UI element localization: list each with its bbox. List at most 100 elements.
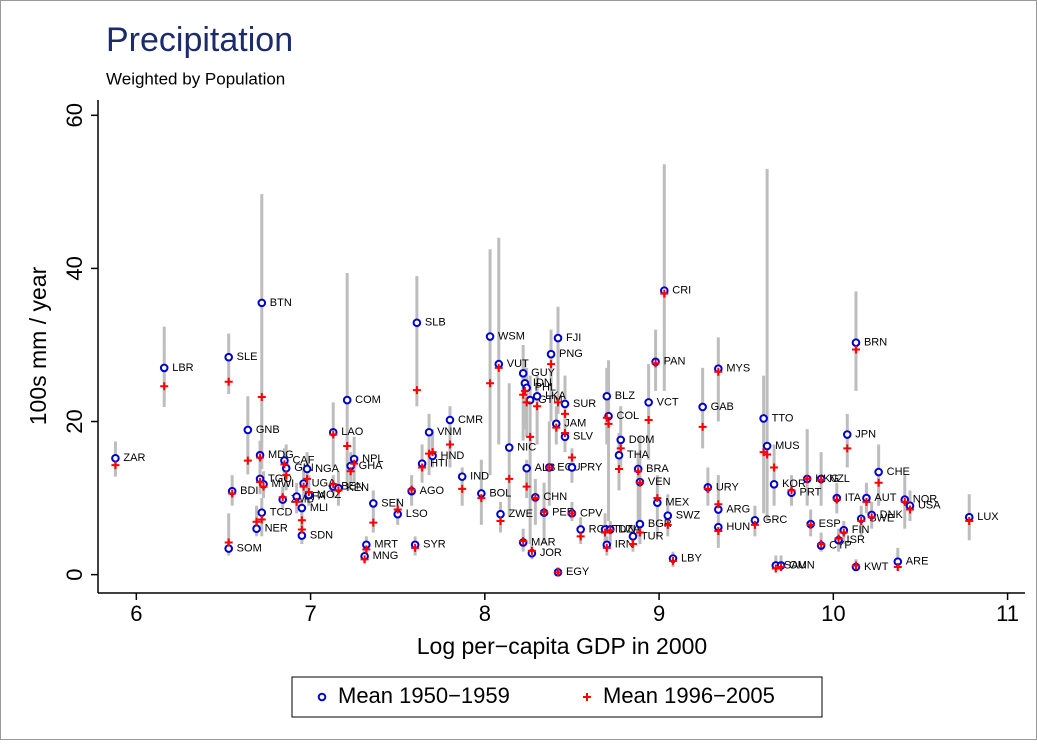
point-1996-2005 bbox=[777, 562, 786, 571]
point-label: NOR bbox=[913, 494, 938, 506]
point-1996-2005 bbox=[445, 440, 454, 449]
point-label: SOM bbox=[237, 543, 262, 555]
point-label: BEN bbox=[341, 480, 364, 492]
point-1950s bbox=[546, 349, 556, 359]
point-label: LSO bbox=[406, 508, 428, 520]
point-1996-2005 bbox=[851, 561, 860, 570]
point-label: PNG bbox=[559, 348, 583, 360]
point-1996-2005 bbox=[297, 525, 306, 534]
point-1996-2005 bbox=[425, 449, 434, 458]
point-1996-2005 bbox=[770, 463, 779, 472]
point-1950s bbox=[504, 443, 514, 452]
point-1996-2005 bbox=[280, 460, 289, 469]
point-1996-2005 bbox=[644, 415, 653, 424]
point-label: GRC bbox=[763, 514, 788, 526]
point-1996-2005 bbox=[256, 453, 265, 462]
point-1996-2005 bbox=[601, 528, 610, 537]
point-1996-2005 bbox=[494, 363, 503, 372]
point-label: SWZ bbox=[676, 510, 701, 522]
point-label: NGA bbox=[315, 463, 340, 475]
point-label: BDI bbox=[240, 485, 258, 497]
point-label: LBY bbox=[681, 552, 702, 564]
point-1996-2005 bbox=[243, 456, 252, 465]
point-1996-2005 bbox=[606, 526, 615, 535]
point-1996-2005 bbox=[634, 467, 643, 476]
point-1996-2005 bbox=[714, 500, 723, 509]
point-1996-2005 bbox=[669, 556, 678, 565]
point-label: ZWE bbox=[509, 508, 533, 520]
point-label: IND bbox=[470, 471, 489, 483]
point-1996-2005 bbox=[806, 520, 815, 529]
point-label: DNK bbox=[880, 509, 904, 521]
point-1996-2005 bbox=[893, 562, 902, 571]
point-1996-2005 bbox=[486, 379, 495, 388]
point-1996-2005 bbox=[393, 505, 402, 514]
point-1996-2005 bbox=[412, 386, 421, 395]
point-label: EGY bbox=[566, 566, 590, 578]
point-1950s bbox=[522, 463, 531, 473]
point-label: NZL bbox=[829, 473, 850, 485]
point-1950s bbox=[769, 479, 779, 489]
point-1950s bbox=[635, 519, 645, 529]
point-1996-2005 bbox=[522, 398, 531, 407]
point-1996-2005 bbox=[817, 475, 826, 484]
point-1996-2005 bbox=[329, 430, 338, 439]
point-1950s bbox=[252, 524, 261, 533]
point-label: VUT bbox=[507, 358, 529, 370]
legend bbox=[291, 676, 823, 718]
point-label: JOR bbox=[540, 547, 562, 559]
point-1996-2005 bbox=[604, 419, 613, 428]
point-label: SDN bbox=[310, 529, 333, 541]
point-label: CYP bbox=[829, 539, 852, 551]
point-label: BRA bbox=[646, 463, 669, 475]
legend-label: Mean 1996−2005 bbox=[603, 683, 775, 708]
point-label: LUX bbox=[977, 511, 999, 523]
point-1996-2005 bbox=[698, 422, 707, 431]
point-label: DOM bbox=[629, 434, 655, 446]
point-1996-2005 bbox=[545, 463, 554, 472]
point-label: SAU bbox=[784, 559, 807, 571]
point-1996-2005 bbox=[616, 444, 625, 453]
point-1996-2005 bbox=[663, 520, 672, 529]
point-label: PRY bbox=[580, 461, 603, 473]
point-1996-2005 bbox=[407, 485, 416, 494]
point-1996-2005 bbox=[567, 509, 576, 518]
point-1950s bbox=[369, 499, 378, 508]
point-1996-2005 bbox=[714, 367, 723, 376]
point-1996-2005 bbox=[505, 474, 514, 483]
point-label: GNB bbox=[256, 424, 280, 436]
point-label: HUN bbox=[726, 521, 750, 533]
point-1950s bbox=[698, 402, 707, 412]
point-label: TCD bbox=[270, 507, 293, 519]
x-tick-label: 6 bbox=[130, 601, 142, 626]
point-1996-2005 bbox=[832, 495, 841, 504]
point-1996-2005 bbox=[522, 482, 531, 491]
point-label: JPN bbox=[855, 428, 876, 440]
point-label: ESP bbox=[819, 518, 841, 530]
point-1996-2005 bbox=[615, 464, 624, 473]
point-label: BRN bbox=[864, 337, 887, 349]
point-label: VNM bbox=[437, 426, 461, 438]
point-1996-2005 bbox=[282, 471, 291, 480]
point-label: CHE bbox=[887, 466, 910, 478]
point-label: SYR bbox=[423, 539, 446, 551]
point-1950s bbox=[553, 333, 563, 343]
point-label: ISR bbox=[847, 534, 865, 546]
point-1996-2005 bbox=[843, 444, 852, 453]
point-label: THA bbox=[627, 449, 650, 461]
point-1950s bbox=[424, 427, 434, 437]
point-label: LBR bbox=[172, 362, 193, 374]
point-label: BLZ bbox=[615, 390, 635, 402]
point-1950s bbox=[567, 463, 577, 472]
point-label: CRI bbox=[672, 285, 691, 297]
point-label: OMN bbox=[789, 559, 815, 571]
point-1996-2005 bbox=[763, 450, 772, 459]
point-1996-2005 bbox=[299, 482, 308, 491]
point-1950s bbox=[532, 391, 542, 401]
point-1996-2005 bbox=[602, 413, 611, 422]
point-1950s bbox=[616, 435, 626, 445]
point-1996-2005 bbox=[496, 517, 505, 526]
point-1996-2005 bbox=[297, 516, 306, 525]
